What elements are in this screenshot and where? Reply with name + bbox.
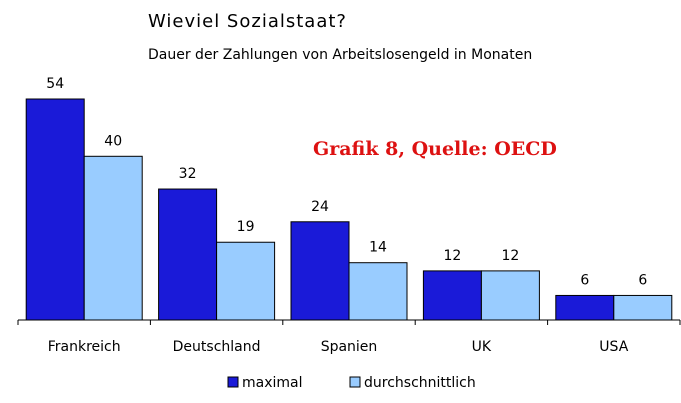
legend-swatch: [349, 376, 361, 388]
bar: [555, 294, 615, 321]
bar: [613, 294, 673, 321]
annotation: Grafik 8, Quelle: OECD: [313, 138, 557, 160]
data-label: 24: [311, 199, 329, 215]
data-label: 40: [104, 133, 122, 149]
bar: [83, 155, 143, 321]
legend-swatch: [227, 376, 239, 388]
data-label: 19: [237, 219, 255, 235]
chart-title: Wieviel Sozialstaat?: [148, 11, 347, 32]
bar: [216, 241, 276, 321]
data-label: 32: [179, 166, 197, 182]
x-tick-label: Frankreich: [48, 339, 121, 355]
legend-label: durchschnittlich: [364, 375, 476, 391]
bar: [348, 262, 408, 321]
bar: [25, 98, 85, 321]
legend-label: maximal: [242, 375, 303, 391]
chart-subtitle: Dauer der Zahlungen von Arbeitslosengeld…: [148, 47, 532, 63]
x-tick-label: USA: [599, 339, 628, 355]
bar: [422, 270, 482, 321]
data-label: 6: [580, 272, 589, 288]
data-label: 6: [638, 272, 647, 288]
data-label: 12: [443, 248, 461, 264]
bar: [480, 270, 540, 321]
bar: [290, 221, 350, 321]
data-label: 54: [46, 76, 64, 92]
data-label: 14: [369, 240, 387, 256]
x-tick-label: Spanien: [321, 339, 378, 355]
data-label: 12: [501, 248, 519, 264]
bar: [158, 188, 218, 321]
x-tick-label: UK: [472, 339, 492, 355]
x-tick-label: Deutschland: [173, 339, 261, 355]
